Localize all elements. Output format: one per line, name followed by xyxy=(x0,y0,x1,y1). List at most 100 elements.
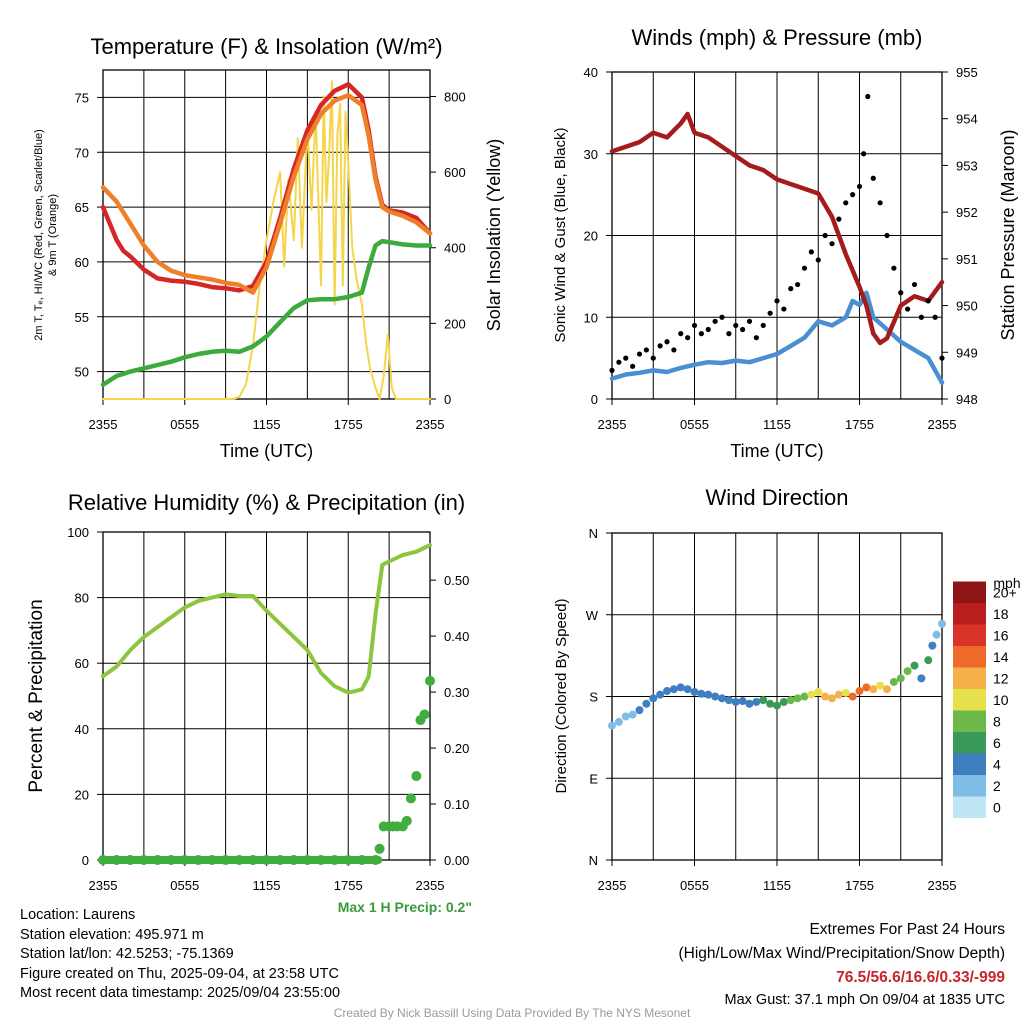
dir-point xyxy=(656,690,665,699)
temp-series-td xyxy=(100,238,433,387)
dir-point xyxy=(869,685,878,694)
wind-point-gust xyxy=(843,200,849,206)
dir-point xyxy=(759,696,768,705)
wind-point-gust xyxy=(733,322,739,329)
wind-point-gust xyxy=(856,183,863,190)
temp-y-tick-label: 55 xyxy=(75,310,89,325)
wind-y2-tick-label: 950 xyxy=(956,299,978,314)
extremes-box: Extremes For Past 24 Hours (High/Low/Max… xyxy=(679,918,1006,1010)
temp-series-9m-t xyxy=(100,92,433,295)
dir-point xyxy=(928,641,937,650)
temp-y2-tick-label: 600 xyxy=(444,165,466,180)
dir-point xyxy=(745,699,754,708)
wind-y-tick-label: 20 xyxy=(584,229,598,244)
max-precip-note: Max 1 H Precip: 0.2" xyxy=(338,899,472,915)
dir-point xyxy=(711,692,720,701)
wind-y2-tick-label: 952 xyxy=(956,205,978,220)
rh-series-relative-humidity xyxy=(101,543,432,695)
credit-line: Created By Nick Bassill Using Data Provi… xyxy=(333,1006,691,1020)
rh-x-tick-label: 1155 xyxy=(253,878,281,893)
dir-point xyxy=(828,694,836,703)
dir-point xyxy=(649,694,658,703)
wind-point-gust xyxy=(767,310,773,316)
temp-title: Temperature (F) & Insolation (W/m²) xyxy=(90,34,442,59)
wind-point-gust xyxy=(609,367,615,373)
dir-point xyxy=(855,687,864,696)
dir-y-tick-label: E xyxy=(589,771,598,786)
colorbar-label: 10 xyxy=(993,692,1009,708)
colorbar-label: 14 xyxy=(993,649,1009,665)
wind-point-gust xyxy=(925,298,931,304)
dir-point xyxy=(896,674,905,683)
colorbar-swatch xyxy=(953,796,986,818)
rh-y2-tick-label: 0.20 xyxy=(444,741,469,756)
wind-y-tick-label: 10 xyxy=(584,310,598,325)
colorbar-swatch xyxy=(953,603,986,625)
dir-point xyxy=(917,674,926,683)
wind-point-gust xyxy=(865,93,871,100)
dir-point xyxy=(786,696,795,705)
temp-y-tick-label: 75 xyxy=(75,90,89,105)
station-elevation: Station elevation: 495.971 m xyxy=(20,926,204,943)
wind-xlabel: Time (UTC) xyxy=(730,441,823,461)
colorbar-label: 18 xyxy=(993,606,1009,622)
dir-point xyxy=(903,667,912,676)
wind-x-tick-label: 1155 xyxy=(763,417,791,432)
wind-x-tick-label: 2355 xyxy=(598,417,627,432)
dir-x-tick-label: 1755 xyxy=(845,878,874,893)
rh-point-precipitation xyxy=(401,815,412,826)
dir-point xyxy=(752,697,761,706)
wind-x-tick-label: 1755 xyxy=(845,417,874,432)
dir-point xyxy=(910,661,919,670)
colorbar-label: 8 xyxy=(993,713,1001,729)
colorbar-title: mph xyxy=(993,575,1020,591)
colorbar-swatch xyxy=(953,710,986,732)
colorbar-label: 16 xyxy=(993,627,1009,643)
wind-x-tick-label: 2355 xyxy=(928,417,957,432)
dir-point xyxy=(704,690,713,699)
dir-point xyxy=(718,694,726,703)
rh-title: Relative Humidity (%) & Precipitation (i… xyxy=(68,490,465,515)
wind-point-gust xyxy=(623,355,629,361)
wind-point-gust xyxy=(905,306,911,312)
wind-point-gust xyxy=(691,322,698,329)
dir-point xyxy=(731,697,740,706)
dir-point xyxy=(814,687,823,696)
wind-series-sonic-wind xyxy=(609,290,945,385)
dir-point xyxy=(938,619,946,628)
rh-point-precipitation xyxy=(419,709,430,720)
wind-point-gust xyxy=(664,339,670,345)
wind-point-gust xyxy=(781,306,787,312)
dir-x-tick-label: 0555 xyxy=(680,878,709,893)
colorbar-swatch xyxy=(953,581,986,603)
rh-ylabel: Percent & Precipitation xyxy=(26,599,47,792)
wind-point-gust xyxy=(685,335,691,341)
wind-point-gust xyxy=(746,318,753,324)
colorbar-swatch xyxy=(953,646,986,668)
dir-point xyxy=(876,681,885,690)
rh-y2-tick-label: 0.50 xyxy=(444,573,469,588)
wind-point-gust xyxy=(822,232,828,239)
wind-point-gust xyxy=(788,286,794,292)
wind-point-gust xyxy=(884,232,890,239)
colorbar-label: 2 xyxy=(993,778,1001,794)
dir-point xyxy=(676,683,685,692)
colorbar-swatch xyxy=(953,689,986,711)
wind-point-gust xyxy=(870,175,876,181)
rh-x-tick-label: 0555 xyxy=(170,878,199,893)
dir-y-tick-label: N xyxy=(589,853,598,868)
rh-point-precipitation xyxy=(425,675,435,686)
extremes-subtitle: (High/Low/Max Wind/Precipitation/Snow De… xyxy=(678,945,1006,962)
wind-point-gust xyxy=(698,331,704,337)
dir-point xyxy=(841,688,850,697)
wind-point-gust xyxy=(801,265,808,271)
rh-y-tick-label: 0 xyxy=(82,853,89,868)
dir-y-tick-label: N xyxy=(589,526,598,541)
colorbar-label: 20+ xyxy=(993,584,1017,600)
wind-point-gust xyxy=(719,314,725,320)
temp-y2-tick-label: 200 xyxy=(444,316,466,331)
rh-y2-tick-label: 0.30 xyxy=(444,685,469,700)
dir-point xyxy=(807,690,816,699)
dir-point xyxy=(766,699,775,708)
temp-x-tick-label: 2355 xyxy=(416,417,445,432)
